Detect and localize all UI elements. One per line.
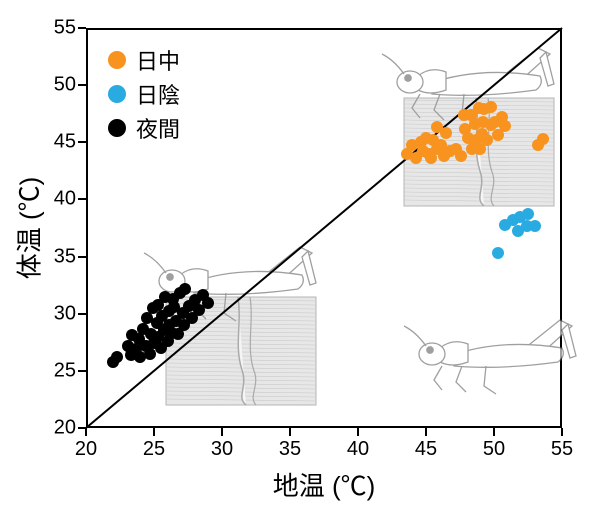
x-tick-label: 35: [279, 438, 301, 461]
y-tick: [78, 27, 86, 29]
legend-label: 日中: [136, 44, 180, 76]
legend-item: 夜間: [108, 112, 180, 144]
y-tick-label: 20: [42, 417, 76, 440]
legend-swatch: [108, 51, 126, 69]
y-tick: [78, 84, 86, 86]
x-tick: [153, 428, 155, 436]
y-tick-label: 35: [42, 245, 76, 268]
legend: 日中日陰夜間: [108, 44, 180, 146]
y-tick: [78, 313, 86, 315]
legend-swatch: [108, 119, 126, 137]
y-axis-label: 体温 (℃): [10, 177, 47, 280]
y-tick: [78, 370, 86, 372]
x-tick: [425, 428, 427, 436]
x-tick-label: 55: [551, 438, 573, 461]
legend-item: 日陰: [108, 78, 180, 110]
y-tick: [78, 141, 86, 143]
legend-item: 日中: [108, 44, 180, 76]
legend-swatch: [108, 85, 126, 103]
x-tick-label: 50: [483, 438, 505, 461]
x-tick: [85, 428, 87, 436]
x-tick: [221, 428, 223, 436]
x-tick-label: 20: [75, 438, 97, 461]
y-tick: [78, 427, 86, 429]
x-tick: [357, 428, 359, 436]
y-tick-label: 45: [42, 131, 76, 154]
y-tick-label: 55: [42, 17, 76, 40]
x-tick: [561, 428, 563, 436]
y-tick: [78, 198, 86, 200]
y-tick-label: 40: [42, 188, 76, 211]
x-tick: [493, 428, 495, 436]
y-tick-label: 50: [42, 74, 76, 97]
x-tick-label: 40: [347, 438, 369, 461]
x-tick-label: 45: [415, 438, 437, 461]
y-tick-label: 30: [42, 302, 76, 325]
x-tick-label: 25: [143, 438, 165, 461]
y-tick: [78, 256, 86, 258]
x-tick-label: 30: [211, 438, 233, 461]
legend-label: 夜間: [136, 112, 180, 144]
legend-label: 日陰: [136, 78, 180, 110]
x-axis-label: 地温 (℃): [273, 466, 376, 503]
scatter-figure: 20253035404550552025303540455055 地温 (℃) …: [0, 0, 600, 508]
y-tick-label: 25: [42, 359, 76, 382]
x-tick: [289, 428, 291, 436]
